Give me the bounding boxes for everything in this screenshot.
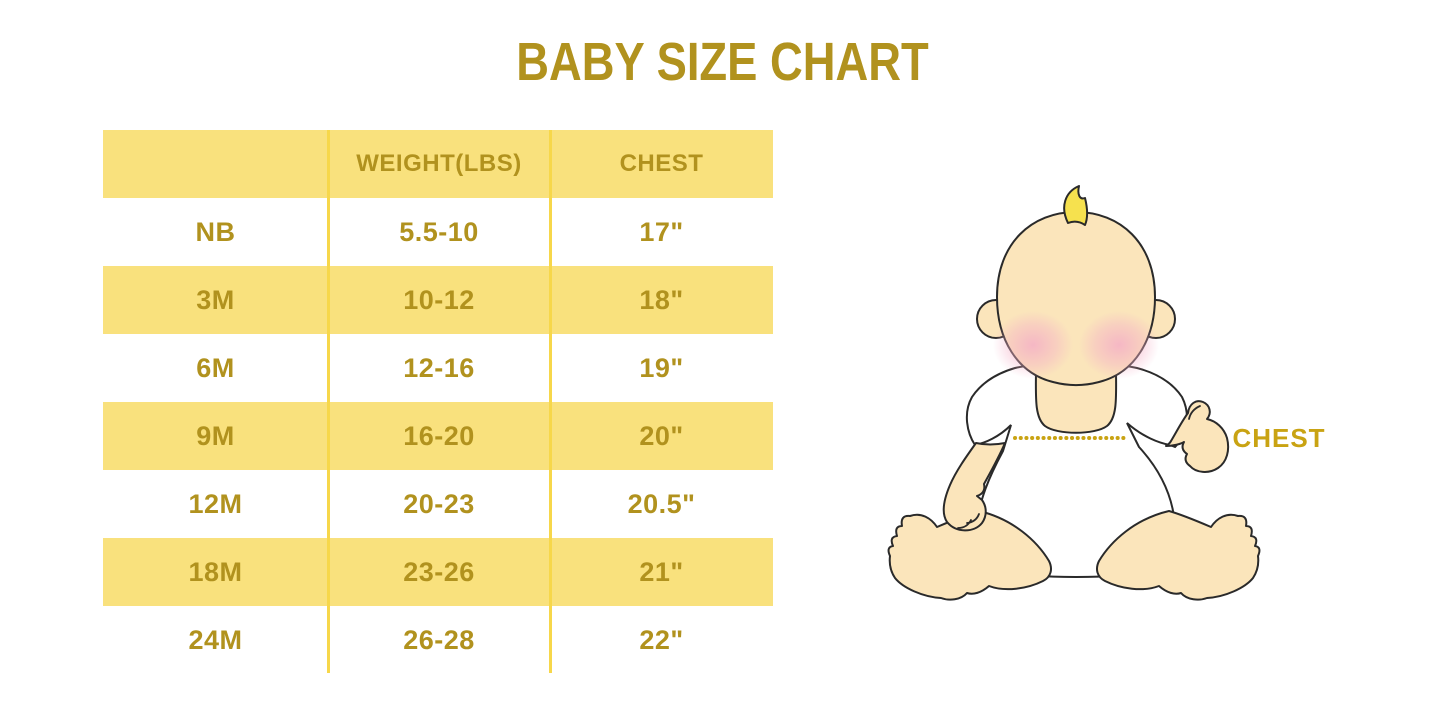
chest-cell: 21" [639,556,684,587]
size-chart-table: WEIGHT(LBS) CHEST NB 5.5-10 17" 3M 10-12… [103,130,773,674]
baby-left-leg [887,510,1052,601]
baby-left-arm [942,442,1006,532]
size-cell: 6M [196,352,235,383]
chest-cell: 19" [639,352,684,383]
chest-cell: 22" [639,624,684,655]
size-cell: 12M [188,488,243,519]
page-title: BABY SIZE CHART [516,32,929,92]
chest-cell: 17" [639,216,684,247]
weight-cell: 5.5-10 [399,216,479,247]
header-cell-chest: CHEST [619,150,704,177]
column-divider [327,130,330,673]
weight-cell: 20-23 [403,488,475,519]
weight-cell: 26-28 [403,624,475,655]
chest-cell: 20.5" [627,488,696,519]
chest-cell: 20" [639,420,684,451]
weight-cell: 23-26 [403,556,475,587]
size-cell: 24M [188,624,243,655]
table-row: 24M 26-28 22" [103,606,773,674]
baby-illustration: CHEST [887,185,1325,601]
table-row: 9M 16-20 20" [103,402,773,470]
table-row: 12M 20-23 20.5" [103,470,773,538]
size-cell: 9M [196,420,235,451]
table-row: NB 5.5-10 17" [103,198,773,266]
baby-right-fist-arm [1165,400,1230,473]
size-cell: 18M [188,556,243,587]
chest-label: CHEST [1232,423,1325,453]
table-header-row: WEIGHT(LBS) CHEST [103,130,773,198]
chest-cell: 18" [639,284,684,315]
size-cell: NB [195,216,236,247]
weight-cell: 16-20 [403,420,475,451]
size-cell: 3M [196,284,235,315]
header-cell-size [103,130,328,198]
table-row: 18M 23-26 21" [103,538,773,606]
header-cell-weight: WEIGHT(LBS) [356,150,522,177]
column-divider [549,130,552,673]
baby-hair-curl [1063,185,1089,226]
baby-thumb-curl [1188,405,1201,420]
weight-cell: 12-16 [403,352,475,383]
weight-cell: 10-12 [403,284,475,315]
baby-left-hand-fingers [957,513,980,529]
baby-blush-right [1079,311,1159,379]
table-row: 6M 12-16 19" [103,334,773,402]
table-row: 3M 10-12 18" [103,266,773,334]
baby-blush-left [993,311,1073,379]
